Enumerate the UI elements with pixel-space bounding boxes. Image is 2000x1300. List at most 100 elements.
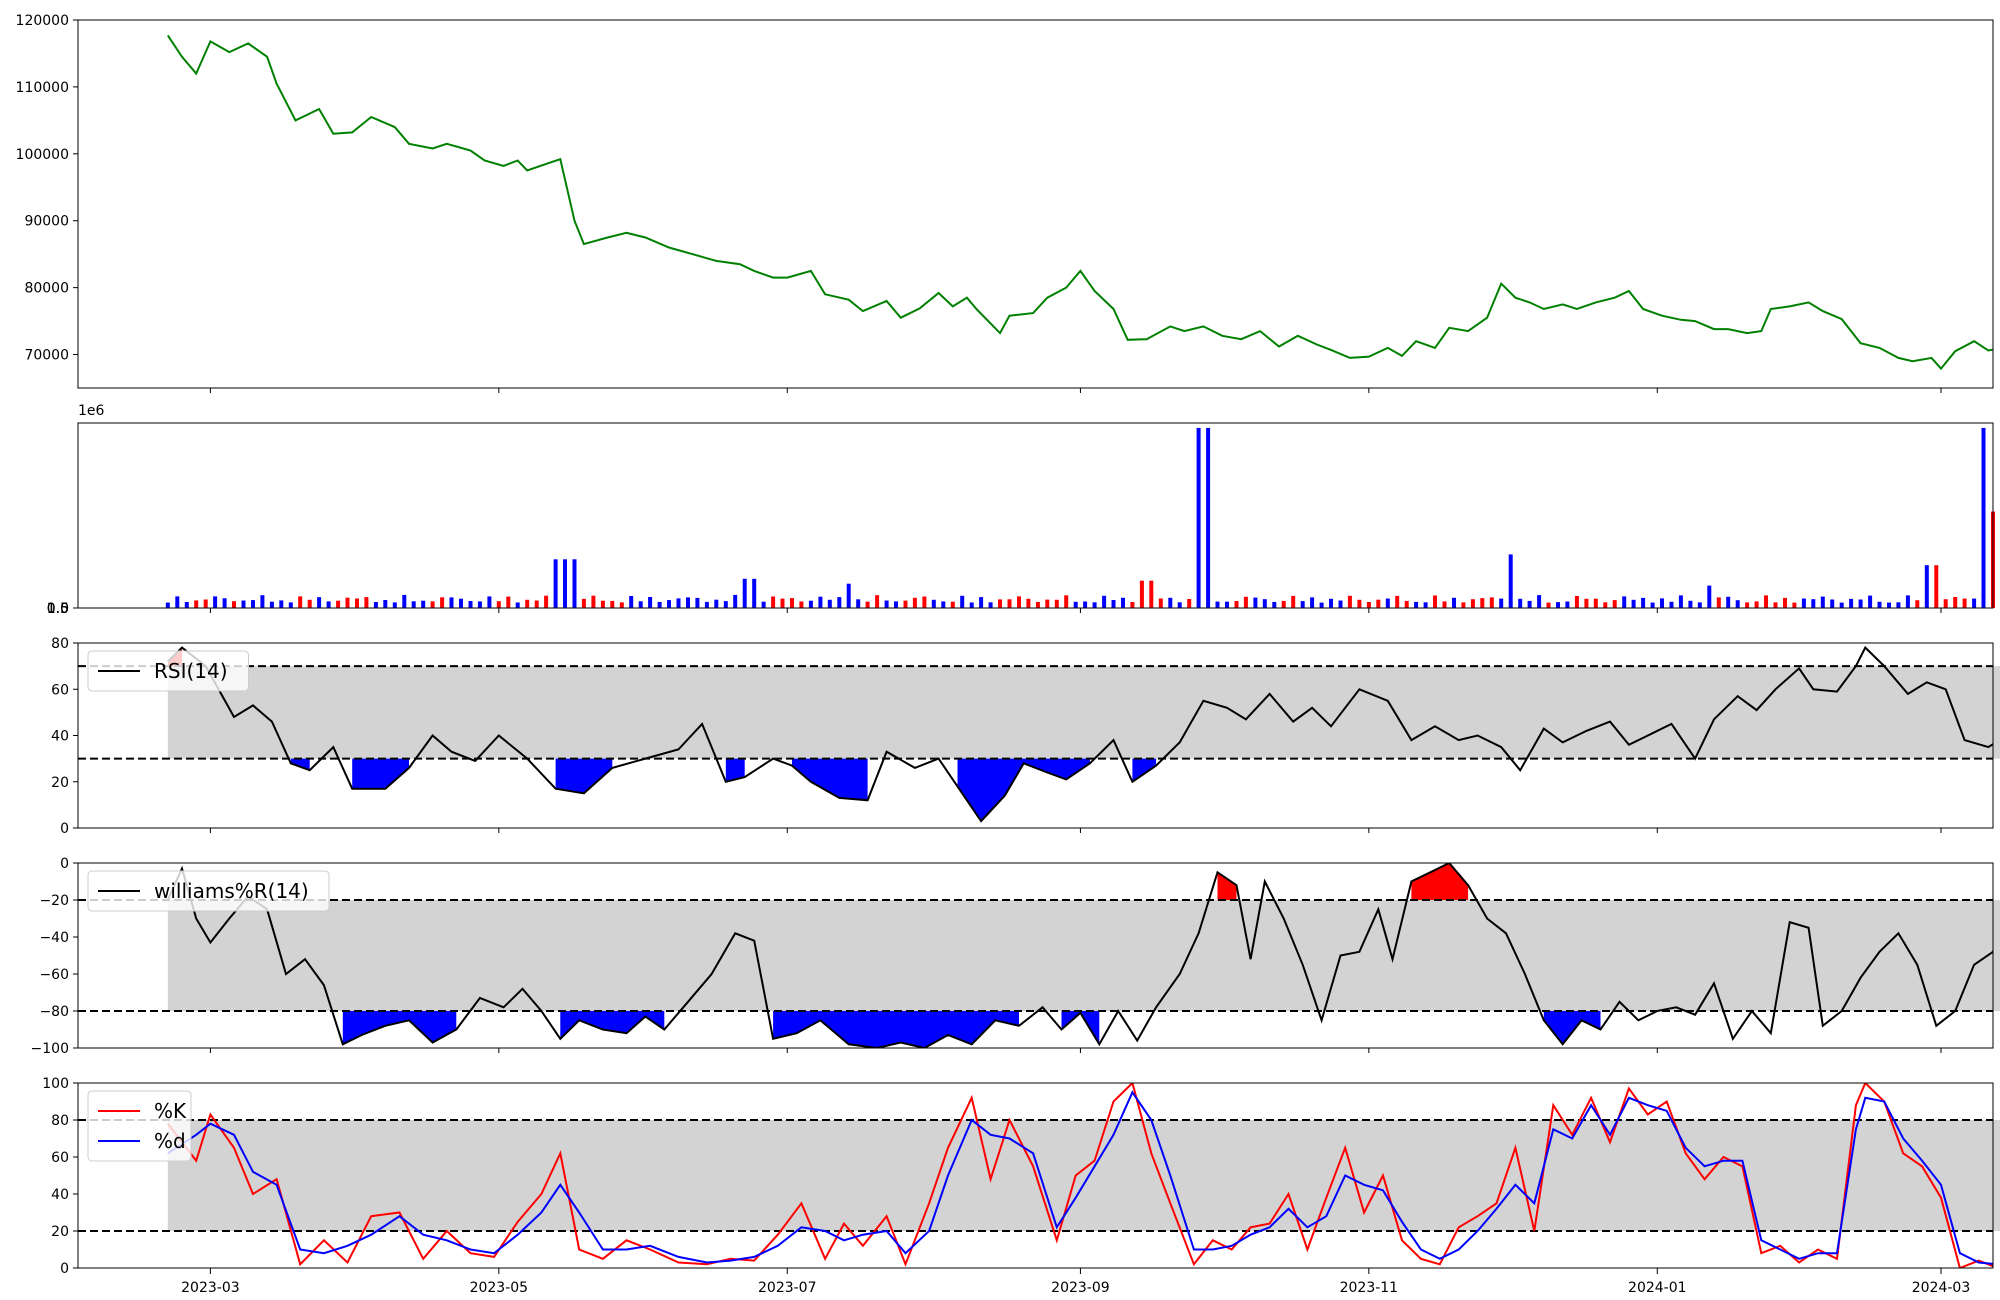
y-tick-label: 1.0: [47, 601, 69, 617]
y-tick-label: −60: [39, 967, 69, 983]
rsi-line-0: [167, 645, 1993, 823]
rsi-oversold-fill: [1132, 758, 1157, 782]
volume-bar: [1858, 599, 1863, 608]
volume-bar: [307, 599, 312, 608]
volume-bar: [1849, 598, 1854, 608]
volume-bar: [1612, 600, 1617, 608]
y-tick-label: 90000: [24, 214, 69, 230]
volume-bar: [818, 596, 823, 608]
volume-bar: [865, 601, 870, 608]
legend-label-stochastic-0: %K: [154, 1099, 187, 1123]
volume-bar: [1139, 580, 1144, 608]
rsi-oversold-fill: [792, 758, 868, 801]
x-tick-label: 2023-07: [758, 1280, 817, 1296]
volume-bar: [1319, 602, 1324, 608]
y-tick-label: −100: [31, 1041, 69, 1057]
volume-bar: [1102, 595, 1107, 608]
volume-bar: [1697, 602, 1702, 608]
volume-bar: [799, 601, 804, 608]
x-axis-labels: 2023-03 2023-05 2023-07 2023-09 2023-11 2024-…: [181, 1280, 1970, 1296]
price-frame: [77, 19, 1994, 389]
volume-bar: [525, 599, 530, 608]
x-tick-label: 2023-03: [181, 1280, 240, 1296]
volume-bar: [667, 600, 671, 608]
volume-bar: [1007, 599, 1012, 608]
volume-bar: [402, 594, 407, 608]
volume-bar: [1092, 602, 1097, 608]
legend-label-stochastic-1: %d: [154, 1129, 186, 1153]
volume-bar: [1820, 596, 1825, 608]
volume-bar: [960, 595, 965, 608]
volume-bar: [326, 601, 331, 608]
volume-bar: [1461, 602, 1466, 608]
volume-bar: [1839, 602, 1844, 608]
volume-bar: [411, 601, 416, 608]
volume-bar: [941, 601, 946, 608]
volume-bar: [827, 599, 832, 608]
volume-bar: [1206, 427, 1211, 608]
volume-bar: [1262, 599, 1267, 608]
volume-bar: [714, 599, 719, 608]
volume-bar: [657, 601, 662, 608]
volume-bar: [572, 559, 577, 608]
volume-bar: [175, 596, 180, 608]
volume-bar: [1641, 597, 1646, 608]
volume-bar: [1527, 600, 1532, 608]
volume-bar: [1811, 599, 1816, 608]
rsi-oversold-fill: [555, 758, 613, 794]
volume-bar: [1603, 602, 1608, 608]
volume-bar: [695, 597, 700, 608]
volume-bar: [1716, 597, 1721, 608]
volume-bar: [837, 597, 842, 608]
volume-bar: [477, 601, 482, 608]
y-tick-label: 110000: [16, 80, 69, 96]
volume-bar: [345, 597, 350, 608]
volume-bar: [1678, 595, 1683, 608]
stochastic-band: [167, 1120, 2000, 1231]
y-tick-label: −80: [39, 1004, 69, 1020]
volume-bar: [1083, 601, 1088, 608]
volume-bar: [1035, 601, 1040, 608]
volume-bar: [232, 601, 236, 608]
volume-bar: [269, 601, 274, 608]
volume-bar: [591, 595, 596, 608]
volume-bar: [1905, 595, 1910, 608]
volume-bar: [1669, 601, 1674, 608]
volume-bar: [1470, 599, 1475, 608]
volume-bar: [1442, 601, 1447, 608]
volume-bar: [487, 596, 492, 608]
volume-bar: [515, 602, 520, 608]
y-tick-label: 0: [60, 856, 69, 872]
y-tick-label: 0.0: [47, 601, 69, 617]
volume-bar: [903, 600, 908, 608]
volume-bar: [761, 601, 766, 608]
williams-oversold-fill: [1061, 1011, 1100, 1045]
volume-bar: [1896, 602, 1901, 608]
y-tick-label: 0: [60, 1261, 69, 1277]
volume-bar: [846, 583, 851, 608]
williams-overbought-fill: [1411, 863, 1469, 900]
price-line: [166, 34, 1993, 371]
volume-scale-label: 1e6: [78, 403, 105, 419]
volume-bar: [1518, 598, 1523, 608]
volume-bar: [1887, 602, 1891, 608]
rsi-oversold-fill: [957, 758, 1090, 822]
volume-bar: [1773, 602, 1778, 608]
volume-bar: [1111, 600, 1116, 608]
volume-bar: [373, 602, 378, 608]
volume-bar: [1877, 601, 1882, 608]
y-tick-label: 100: [42, 1076, 69, 1092]
volume-bar: [1622, 596, 1627, 608]
volume-bar: [1404, 600, 1409, 608]
volume-bar: [1215, 601, 1220, 608]
rsi-oversold-fill: [352, 758, 409, 789]
volume-bar: [1565, 601, 1570, 608]
legend-label-williams-0: williams%R(14): [154, 879, 309, 903]
volume-bar: [1801, 598, 1806, 608]
volume-bar: [440, 597, 445, 608]
williams-overbought-fill: [1217, 872, 1237, 900]
volume-bar: [1934, 565, 1939, 608]
stochastic-legend: [87, 1090, 192, 1162]
y-tick-label: 70000: [24, 348, 69, 364]
volume-bar: [969, 602, 974, 608]
